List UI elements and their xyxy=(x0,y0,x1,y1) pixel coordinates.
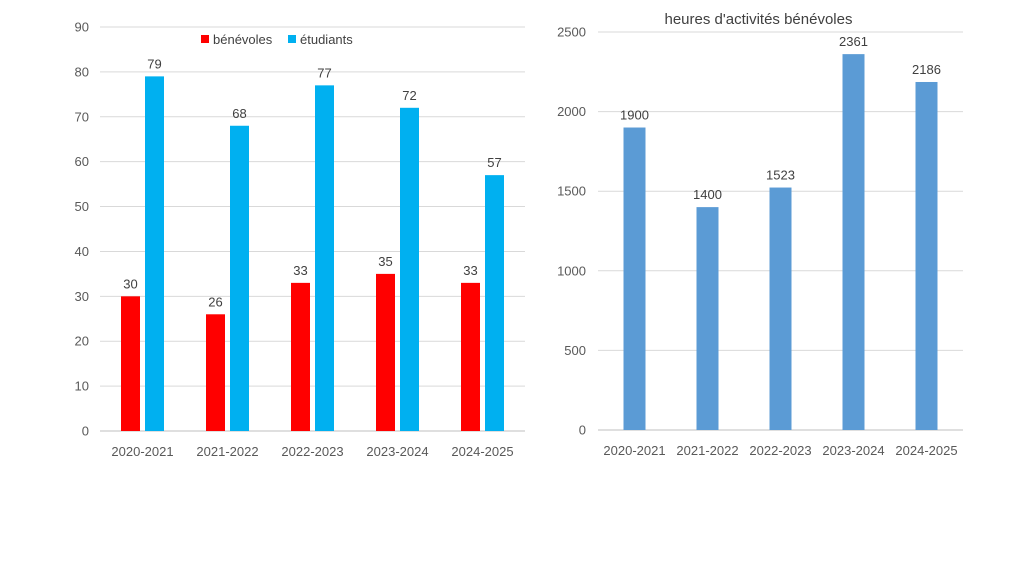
legend: bénévoles étudiants xyxy=(201,32,353,47)
data-label: 68 xyxy=(232,106,246,121)
legend-swatch xyxy=(201,35,209,43)
y-tick-label: 1000 xyxy=(557,263,586,278)
data-label: 33 xyxy=(293,263,307,278)
bar-étudiants xyxy=(485,175,504,431)
chart-1: 0 10 20 30 40 50 60 70 80 90 2020-2021 30 79 2021-202… xyxy=(75,20,525,459)
chart-title: heures d'activités bénévoles xyxy=(665,11,853,28)
y-tick-label: 60 xyxy=(75,154,89,169)
bar-series xyxy=(915,81,938,430)
data-label: 35 xyxy=(378,254,392,269)
bar-series xyxy=(696,207,719,430)
x-tick-label: 2023-2024 xyxy=(822,443,884,458)
data-label: 57 xyxy=(487,155,501,170)
y-tick-label: 80 xyxy=(75,64,89,79)
legend-label: étudiants xyxy=(300,32,353,47)
x-tick-label: 2020-2021 xyxy=(603,443,665,458)
bar-étudiants xyxy=(315,85,334,431)
data-label: 72 xyxy=(402,88,416,103)
data-label: 1523 xyxy=(766,168,795,183)
y-tick-label: 50 xyxy=(75,199,89,214)
bar-étudiants xyxy=(230,125,249,431)
data-label: 2361 xyxy=(839,34,868,49)
y-tick-label: 1500 xyxy=(557,184,586,199)
x-tick-label: 2023-2024 xyxy=(366,444,428,459)
x-tick-label: 2024-2025 xyxy=(451,444,513,459)
bar-bénévoles xyxy=(291,282,310,431)
bar-étudiants xyxy=(400,107,419,432)
x-tick-label: 2024-2025 xyxy=(895,443,957,458)
bar-bénévoles xyxy=(121,296,140,431)
bar-bénévoles xyxy=(376,273,395,431)
data-label: 30 xyxy=(123,276,137,291)
bar-series xyxy=(623,127,646,431)
y-tick-label: 90 xyxy=(75,20,89,35)
chart-2: 0 500 1000 1500 2000 2500 2020-2021 1900 2021-20… xyxy=(557,11,963,458)
legend-swatch xyxy=(288,35,296,43)
data-label: 1900 xyxy=(620,108,649,123)
x-tick-label: 2021-2022 xyxy=(676,443,738,458)
x-tick-label: 2022-2023 xyxy=(281,444,343,459)
data-label: 33 xyxy=(463,263,477,278)
y-tick-label: 500 xyxy=(564,343,586,358)
y-tick-label: 0 xyxy=(579,423,586,438)
y-tick-label: 20 xyxy=(75,334,89,349)
bar-bénévoles xyxy=(206,314,225,431)
y-tick-label: 70 xyxy=(75,109,89,124)
data-label: 79 xyxy=(147,56,161,71)
y-tick-label: 2500 xyxy=(557,25,586,40)
bar-series xyxy=(842,54,865,431)
y-tick-label: 10 xyxy=(75,379,89,394)
data-label: 26 xyxy=(208,294,222,309)
data-label: 1400 xyxy=(693,187,722,202)
x-tick-label: 2022-2023 xyxy=(749,443,811,458)
bar-series xyxy=(769,187,792,430)
x-tick-label: 2021-2022 xyxy=(196,444,258,459)
data-label: 77 xyxy=(317,65,331,80)
y-tick-label: 0 xyxy=(82,424,89,439)
y-tick-label: 30 xyxy=(75,289,89,304)
y-tick-label: 2000 xyxy=(557,104,586,119)
bar-bénévoles xyxy=(461,282,480,431)
data-label: 2186 xyxy=(912,62,941,77)
legend-label: bénévoles xyxy=(213,32,273,47)
y-tick-label: 40 xyxy=(75,244,89,259)
x-tick-label: 2020-2021 xyxy=(111,444,173,459)
bar-étudiants xyxy=(145,76,164,431)
